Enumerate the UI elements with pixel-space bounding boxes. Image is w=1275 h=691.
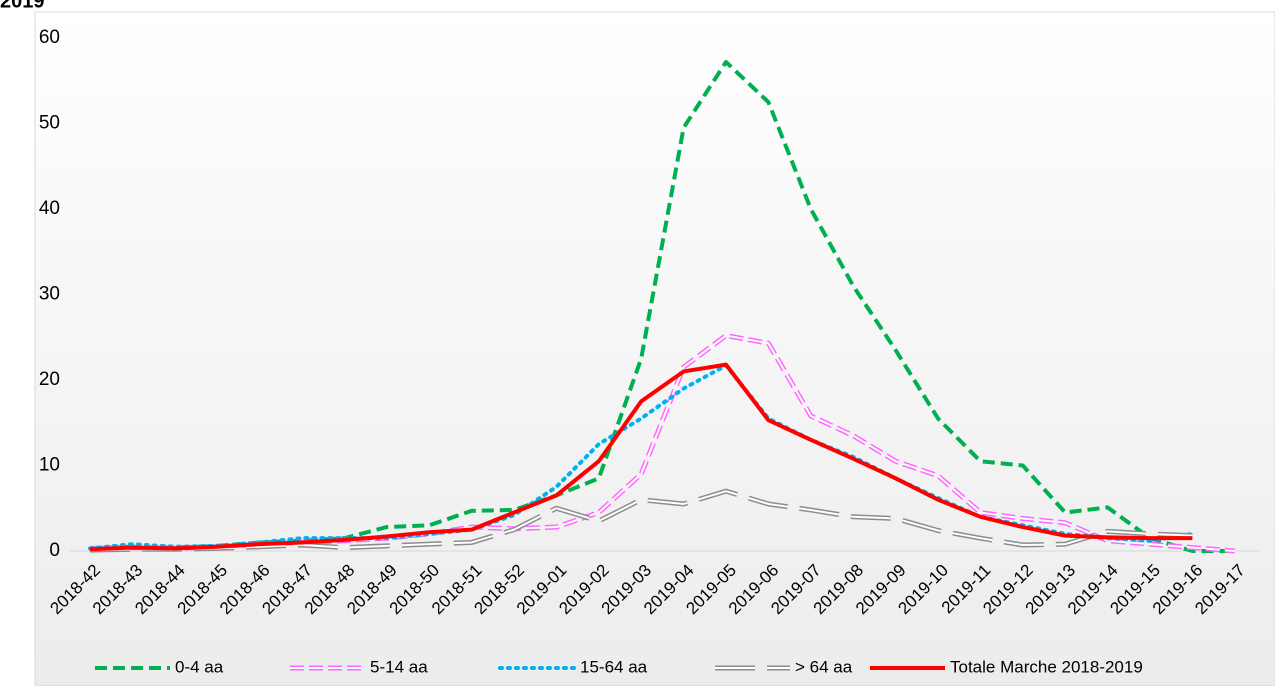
legend-label: > 64 aa bbox=[795, 657, 853, 676]
chart-frame bbox=[34, 11, 1275, 687]
legend-label: 15-64 aa bbox=[580, 657, 648, 676]
y-tick-label: 50 bbox=[39, 113, 60, 134]
series-line-inner bbox=[89, 490, 1193, 552]
y-tick-label: 30 bbox=[39, 284, 60, 305]
y-tick-label: 0 bbox=[49, 540, 60, 561]
legend-label: Totale Marche 2018-2019 bbox=[950, 657, 1143, 676]
y-tick-label: 40 bbox=[39, 198, 60, 219]
y-tick-label: 60 bbox=[39, 27, 60, 48]
legend-label: 5-14 aa bbox=[370, 657, 428, 676]
legend-label: 0-4 aa bbox=[175, 657, 224, 676]
series-line bbox=[89, 362, 1193, 552]
y-tick-label: 10 bbox=[39, 455, 60, 476]
y-tick-label: 20 bbox=[39, 369, 60, 390]
chart-title: 2019 bbox=[0, 0, 45, 12]
